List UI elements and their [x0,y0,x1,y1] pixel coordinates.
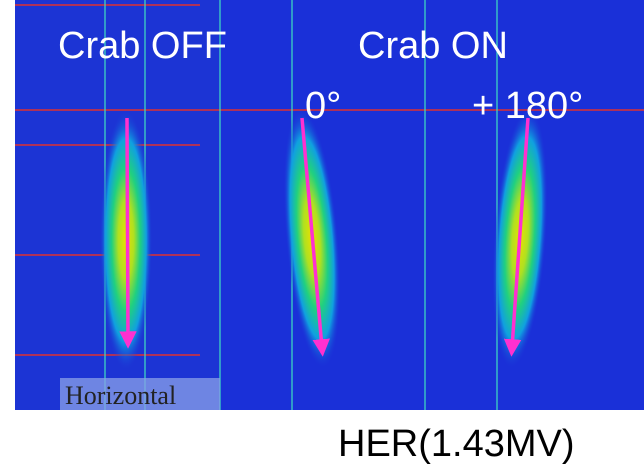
direction-label: Horizontal [65,381,176,410]
phase-zero-label: 0° [305,85,341,127]
label-backdrop [60,378,220,410]
arrows [119,117,530,357]
crab-off-label: Crab OFF [58,25,227,67]
crab-on-label: Crab ON [358,25,508,67]
caption: HER(1.43MV) [338,423,575,465]
phase-180-label: + 180° [472,85,583,127]
